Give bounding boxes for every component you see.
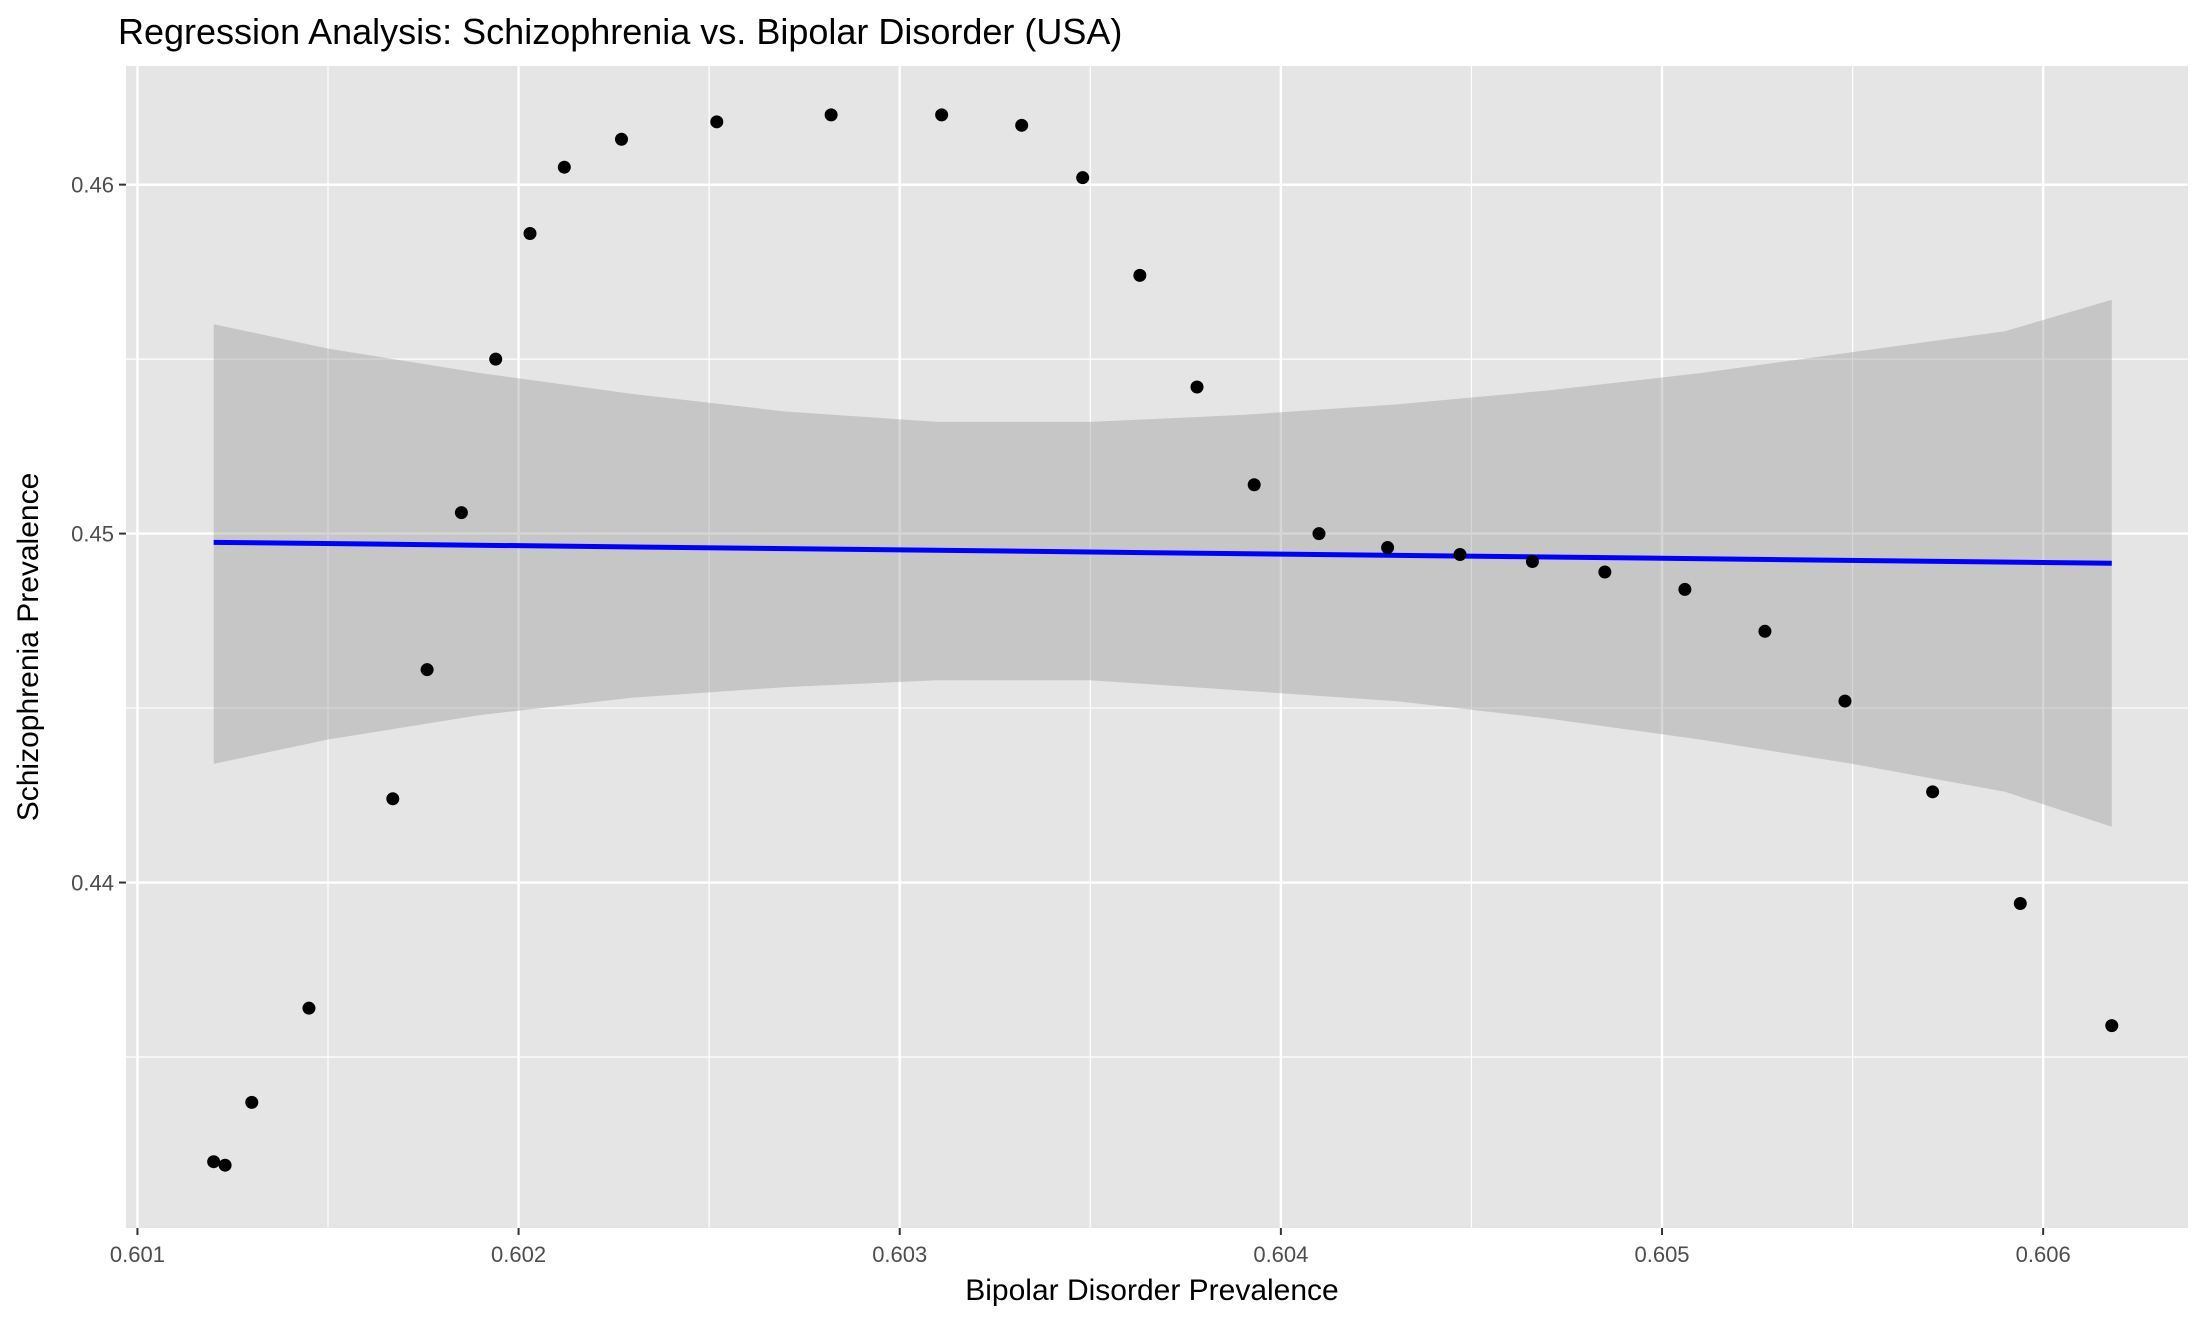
y-tick-label: 0.45 xyxy=(71,522,114,547)
data-point xyxy=(302,1001,316,1015)
data-point xyxy=(1015,118,1029,132)
data-point xyxy=(2013,896,2027,910)
data-point xyxy=(1190,380,1204,394)
data-point xyxy=(1076,171,1090,185)
data-point xyxy=(245,1095,259,1109)
chart-title: Regression Analysis: Schizophrenia vs. B… xyxy=(118,11,1122,52)
regression-line xyxy=(213,539,2112,566)
data-point xyxy=(935,108,949,122)
major-gridlines xyxy=(126,66,2188,1228)
x-tick-label: 0.601 xyxy=(110,1242,165,1267)
data-point xyxy=(1312,527,1326,541)
data-point xyxy=(710,115,724,129)
y-axis-ticks: 0.44 0.45 0.46 xyxy=(71,173,126,896)
data-point xyxy=(386,792,400,806)
data-point xyxy=(207,1155,221,1169)
y-axis-label: Schizophrenia Prevalence xyxy=(12,473,45,822)
x-tick-label: 0.603 xyxy=(872,1242,927,1267)
data-point xyxy=(489,352,503,366)
data-point xyxy=(557,160,571,174)
data-points xyxy=(207,108,2119,1172)
x-axis-label: Bipolar Disorder Prevalence xyxy=(965,1274,1339,1307)
data-point xyxy=(2105,1019,2119,1033)
data-point xyxy=(1838,694,1852,708)
data-point xyxy=(1678,582,1692,596)
x-tick-label: 0.605 xyxy=(1634,1242,1689,1267)
data-point xyxy=(1381,541,1395,555)
data-point xyxy=(1453,548,1467,562)
data-point xyxy=(1758,624,1772,638)
x-tick-label: 0.606 xyxy=(2016,1242,2071,1267)
x-tick-label: 0.604 xyxy=(1253,1242,1308,1267)
data-point xyxy=(218,1158,232,1172)
y-tick-label: 0.46 xyxy=(71,173,114,198)
data-point xyxy=(1525,555,1539,569)
plot-panel xyxy=(126,66,2188,1228)
data-point xyxy=(454,506,468,520)
data-point xyxy=(1926,785,1940,799)
x-axis-ticks: 0.601 0.602 0.603 0.604 0.605 0.606 xyxy=(110,1228,2071,1267)
data-point xyxy=(420,663,434,677)
data-point xyxy=(614,132,628,146)
minor-gridlines xyxy=(126,66,2188,1228)
confidence-band xyxy=(213,299,2112,827)
data-point xyxy=(523,226,537,240)
data-point xyxy=(1133,268,1147,282)
data-point xyxy=(1247,478,1261,492)
data-point xyxy=(1598,565,1612,579)
data-point xyxy=(824,108,838,122)
y-tick-label: 0.44 xyxy=(71,871,114,896)
x-tick-label: 0.602 xyxy=(491,1242,546,1267)
